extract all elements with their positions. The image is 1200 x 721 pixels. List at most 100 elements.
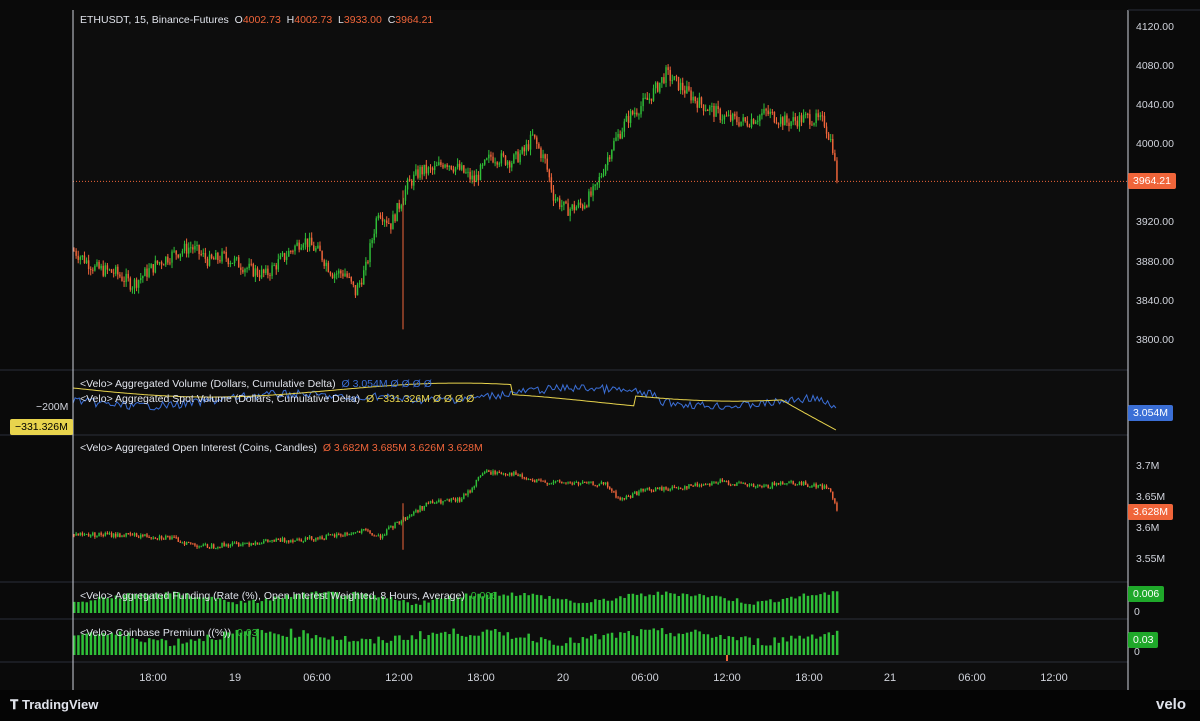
oi-candle <box>375 535 378 537</box>
premium-bar <box>631 635 635 655</box>
funding-bar <box>394 599 397 613</box>
oi-candle <box>394 522 396 529</box>
premium-bar <box>694 629 697 655</box>
volume-legend-2[interactable]: <Velo> Aggregated Spot Volume (Dollars, … <box>80 393 474 405</box>
volume-legend-1[interactable]: <Velo> Aggregated Volume (Dollars, Cumul… <box>80 378 432 390</box>
oi-candle <box>581 481 584 484</box>
oi-candle <box>417 510 419 513</box>
oi-candle <box>711 482 713 486</box>
funding-bar <box>198 597 201 613</box>
oi-candle <box>185 542 188 545</box>
funding-bar <box>356 592 359 613</box>
oi-candle <box>285 540 288 542</box>
premium-bar <box>544 638 547 655</box>
premium-bar <box>765 645 768 655</box>
oi-candle <box>438 499 440 503</box>
price-candle <box>302 244 305 248</box>
funding-bar <box>273 596 276 613</box>
price-candle <box>665 67 667 83</box>
oi-candle <box>308 536 311 539</box>
funding-bar <box>202 597 205 613</box>
oi-candle <box>165 535 167 540</box>
oi-candle <box>202 544 205 547</box>
funding-bar <box>452 599 455 613</box>
premium-bar <box>819 636 822 655</box>
oi-candle <box>127 533 129 535</box>
funding-bar <box>698 593 701 613</box>
premium-legend[interactable]: <Velo> Coinbase Premium ((%)) 0.03 <box>80 627 257 639</box>
oi-candle <box>325 535 327 540</box>
price-candle <box>744 117 746 122</box>
oi-candle <box>590 481 592 483</box>
oi-candle <box>310 536 313 540</box>
funding-bar <box>760 600 764 613</box>
oi-candle <box>538 479 540 481</box>
oi-candle <box>548 483 551 485</box>
price-candle <box>419 166 421 178</box>
oi-candle <box>506 474 509 476</box>
price-candle <box>508 161 511 168</box>
premium-bar <box>235 629 239 655</box>
oi-candle <box>488 470 490 472</box>
funding-bar <box>98 596 101 613</box>
funding-bar <box>644 596 647 613</box>
price-candle <box>290 251 292 253</box>
oi-candle <box>87 534 90 537</box>
price-candle <box>786 115 788 123</box>
time-tick: 12:00 <box>385 672 413 684</box>
price-candle <box>642 97 644 107</box>
price-candle <box>294 245 296 252</box>
price-candle <box>646 97 649 100</box>
price-candle <box>696 101 699 108</box>
oi-candle <box>471 488 473 493</box>
oi-candle <box>554 481 557 483</box>
price-candle <box>681 82 684 91</box>
price-candle <box>504 155 507 165</box>
oi-candle <box>752 484 755 488</box>
oi-candle <box>469 490 471 493</box>
funding-bar <box>619 596 622 613</box>
symbol-legend[interactable]: ETHUSDT, 15, Binance-Futures O4002.73 H4… <box>80 14 433 26</box>
price-candle <box>638 114 640 116</box>
oi-candle <box>527 478 530 480</box>
price-candle <box>260 269 263 278</box>
price-candle <box>450 165 453 170</box>
price-candle <box>242 269 244 273</box>
premium-bar <box>164 640 168 655</box>
price-candle <box>763 109 765 114</box>
price-candle <box>558 198 561 207</box>
oi-legend[interactable]: <Velo> Aggregated Open Interest (Coins, … <box>80 442 483 454</box>
y-tick: 4080.00 <box>1136 60 1174 72</box>
funding-bar <box>410 605 414 613</box>
oi-candle <box>598 483 601 486</box>
funding-bar <box>439 598 443 613</box>
premium-bar <box>364 639 368 655</box>
price-candle <box>352 281 355 286</box>
funding-bar <box>589 602 593 613</box>
price-candle <box>308 237 311 248</box>
tradingview-logo[interactable]: 𝐓 TradingView <box>10 697 98 713</box>
price-candle <box>492 156 494 163</box>
price-candle <box>383 220 386 222</box>
funding-legend[interactable]: <Velo> Aggregated Funding (Rate (%), Ope… <box>80 590 497 602</box>
oi-candle <box>352 532 355 534</box>
price-candle <box>750 119 753 127</box>
premium-bar <box>502 635 505 655</box>
price-candle <box>388 223 390 225</box>
funding-bar <box>473 596 476 613</box>
price-candle <box>706 110 709 112</box>
price-candle <box>183 243 186 251</box>
y-tick: 4000.00 <box>1136 138 1174 150</box>
price-candle <box>738 122 740 126</box>
funding-bar <box>377 597 380 613</box>
oi-candle <box>179 541 182 543</box>
price-candle <box>150 264 152 269</box>
premium-bar <box>77 635 80 655</box>
oi-candle <box>221 542 223 548</box>
price-candle <box>752 119 755 124</box>
funding-bar <box>281 598 284 613</box>
oi-candle <box>92 532 94 536</box>
price-candle <box>613 140 615 151</box>
price-candle <box>623 121 626 132</box>
